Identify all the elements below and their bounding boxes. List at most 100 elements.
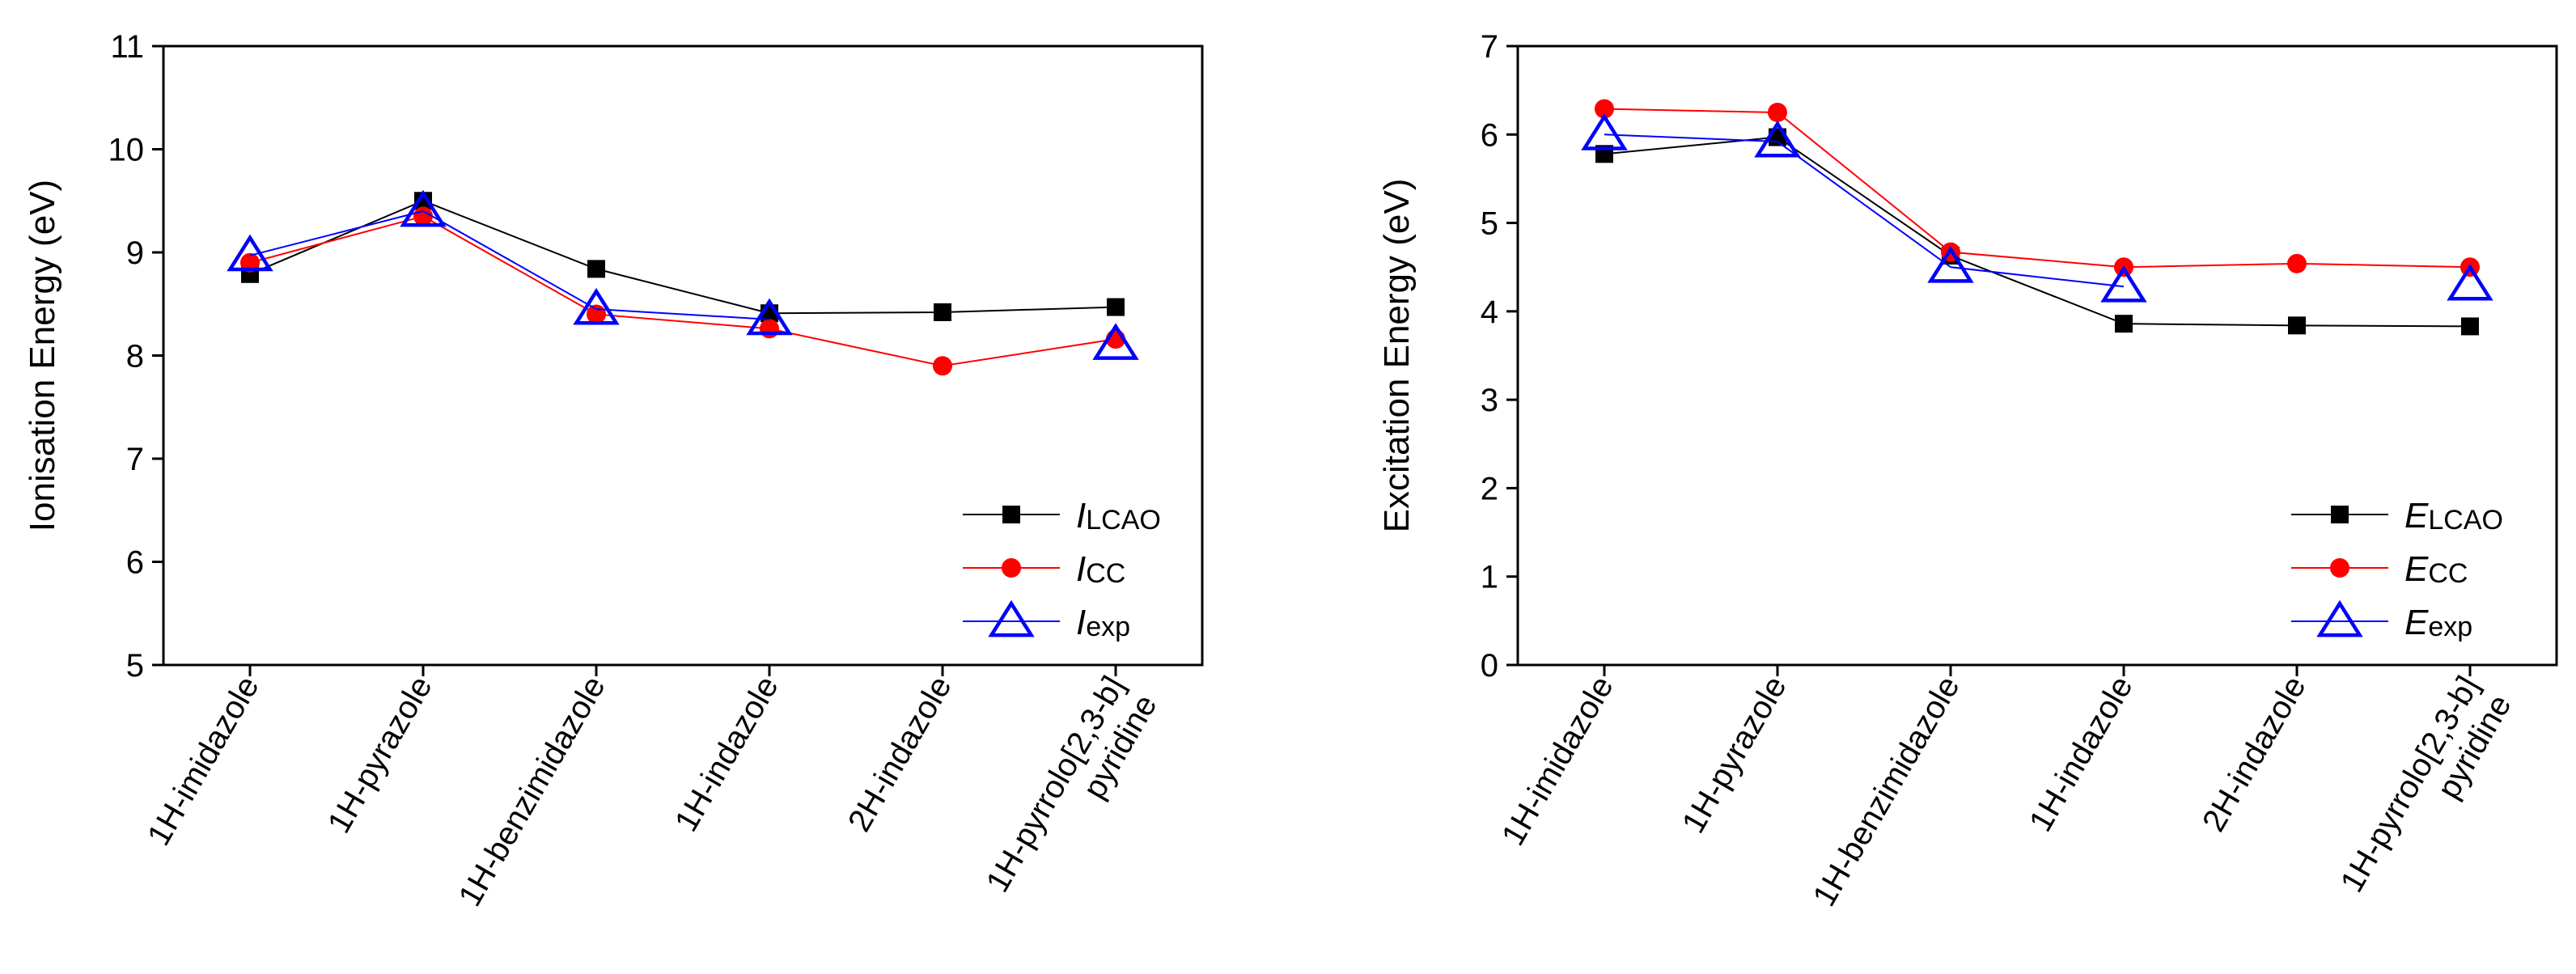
x-tick-label-line: 2H-indazole (2196, 671, 2313, 838)
x-tick-label: 1H-benzimidazole (1807, 671, 1967, 913)
x-tick-label-line: 1H-pyrazole (1676, 671, 1794, 840)
legend-subscript: exp (2428, 612, 2472, 642)
x-tick-label: 2H-indazole (841, 671, 959, 838)
y-tick-label: 6 (1481, 117, 1498, 153)
data-point (587, 260, 605, 278)
data-point (2115, 315, 2133, 333)
legend-symbol: I (1076, 496, 1086, 536)
legend-subscript: CC (1086, 558, 1125, 589)
series-cc (1595, 99, 2480, 277)
plot-frame (1516, 44, 2558, 667)
series-exp (1581, 113, 2493, 303)
x-tick-label-line: 1H-imidazole (1495, 671, 1621, 852)
x-tick-label: 1H-benzimidazole (452, 671, 612, 913)
data-point (587, 304, 606, 324)
series-line (1604, 136, 2471, 328)
x-tick-label-line: 1H-imidazole (141, 671, 266, 852)
y-tick-label: 0 (1481, 648, 1498, 684)
series-line (249, 210, 770, 320)
x-tick-label-line: 1H-pyrazole (321, 671, 439, 840)
legend-marker (2316, 599, 2363, 637)
legend-subscript: CC (2428, 558, 2468, 589)
legend-subscript: exp (1086, 612, 1130, 642)
y-tick-label: 8 (126, 339, 144, 375)
y-axis-title: Excitation Energy (eV) (1377, 179, 1417, 533)
data-point (227, 234, 273, 272)
y-tick-label: 10 (108, 133, 145, 168)
data-point (2447, 263, 2493, 301)
x-tick-label: 1H-pyrrolo[2,3-b]pyridine (2334, 671, 2519, 917)
data-point (573, 287, 620, 325)
y-axis-title: Ionisation Energy (eV) (23, 180, 62, 531)
y-tick-label: 3 (1481, 383, 1498, 418)
data-point (933, 356, 952, 376)
plot-frame (162, 44, 1204, 667)
data-point (413, 206, 433, 227)
x-tick-label: 1H-pyrazole (321, 671, 439, 840)
legend-symbol: I (1076, 603, 1086, 642)
x-tick-label-line: 1H-benzimidazole (452, 671, 612, 913)
x-tick-label-line: 1H-indazole (2023, 671, 2140, 838)
legend-symbol: E (2404, 549, 2429, 589)
y-tick-label: 6 (126, 545, 144, 581)
legend-label: ILCAO (1076, 496, 1161, 536)
data-point (2287, 253, 2307, 273)
x-tick-label: 1H-imidazole (1495, 671, 1621, 852)
x-tick-label-line: 1H-benzimidazole (1807, 671, 1967, 913)
data-point (2288, 316, 2306, 335)
series-line (1604, 108, 2471, 269)
data-point (1107, 298, 1125, 316)
y-tick-label: 7 (1481, 29, 1498, 65)
data-point (760, 319, 779, 339)
data-point (414, 192, 432, 210)
y-tick-label: 1 (1481, 560, 1498, 595)
x-tick-label: 2H-indazole (2196, 671, 2313, 838)
y-tick-label: 4 (1481, 294, 1498, 330)
legend-label: ELCAO (2404, 496, 2503, 536)
data-point (2100, 265, 2147, 303)
x-tick-label-line: 2H-indazole (841, 671, 959, 838)
series-lcao (1595, 128, 2479, 336)
y-tick-label: 5 (1481, 206, 1498, 242)
x-tick-label: 1H-indazole (2023, 671, 2140, 838)
legend-marker (2330, 558, 2349, 578)
data-point (1754, 120, 1801, 158)
legend-marker (1002, 558, 1021, 578)
x-tick-label: 1H-imidazole (141, 671, 266, 852)
y-tick-label: 2 (1481, 471, 1498, 506)
chart-panel-1: 5 6 7 8 9 10 11 1H-imidazole 1H-pyrazole 1H-benzi… (23, 29, 1204, 917)
data-point (400, 189, 447, 227)
x-tick-label: 1H-indazole (668, 671, 786, 838)
x-tick-label: 1H-pyrazole (1676, 671, 1794, 840)
data-point (934, 303, 951, 321)
data-point (1581, 113, 1628, 150)
legend-symbol: I (1076, 549, 1086, 589)
data-point (746, 298, 793, 336)
legend-label: Eexp (2404, 603, 2472, 642)
series-line (249, 200, 1116, 315)
data-point (2461, 317, 2479, 336)
legend-subscript: LCAO (2428, 505, 2503, 536)
legend-label: ICC (1076, 549, 1125, 589)
data-point (1595, 99, 1614, 119)
legend-marker (1002, 506, 1020, 523)
legend-label: ECC (2404, 549, 2468, 589)
legend-label: Iexp (1076, 603, 1130, 642)
legend-marker (988, 599, 1035, 637)
legend-symbol: E (2404, 496, 2429, 536)
x-tick-label-line: 1H-indazole (668, 671, 786, 838)
series-exp (227, 189, 1139, 360)
series-line (1604, 133, 2125, 288)
series-line (249, 215, 1116, 367)
data-point (1768, 102, 1787, 122)
data-point (1092, 323, 1139, 360)
y-tick-label: 5 (126, 648, 144, 684)
y-tick-label: 9 (126, 235, 144, 271)
legend-symbol: E (2404, 603, 2429, 642)
x-tick-label: 1H-pyrrolo[2,3-b]pyridine (980, 671, 1164, 917)
series-lcao (241, 192, 1125, 323)
data-point (1927, 245, 1974, 283)
